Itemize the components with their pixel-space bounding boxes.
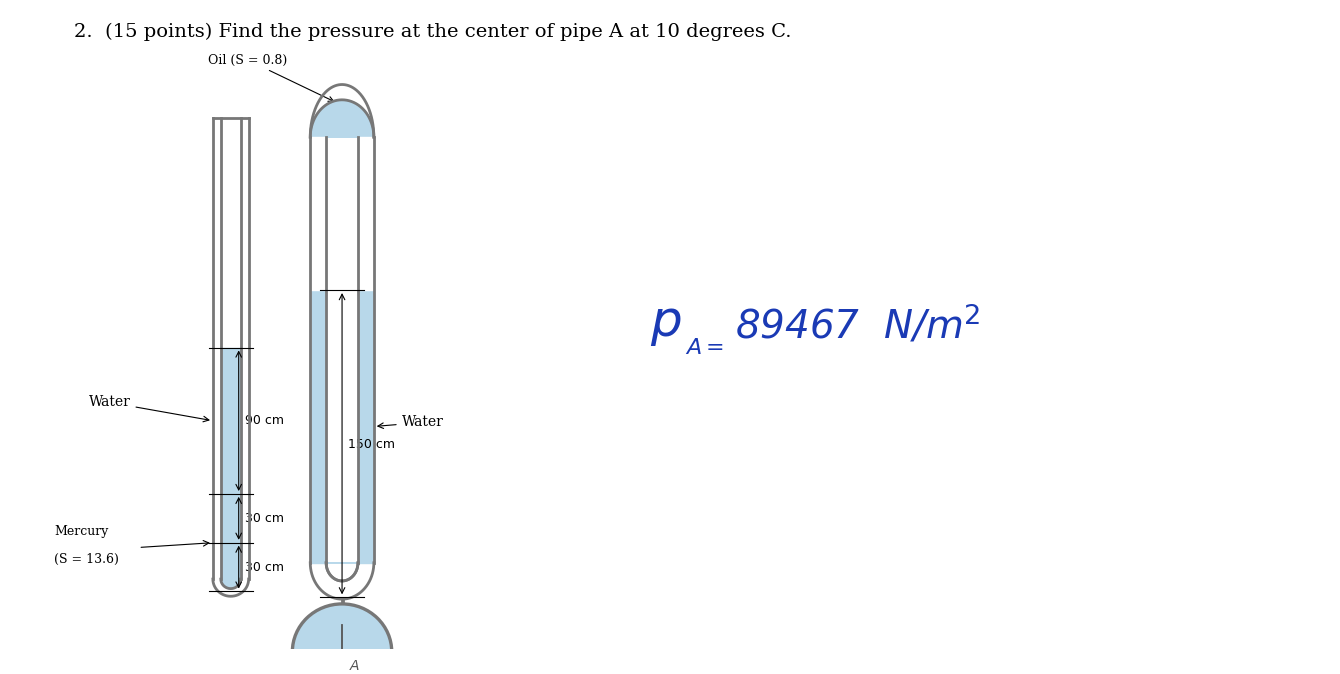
Text: Oil (S = 0.8): Oil (S = 0.8) bbox=[208, 53, 334, 101]
Text: $p$: $p$ bbox=[650, 300, 682, 348]
Text: Mercury: Mercury bbox=[54, 525, 109, 538]
Circle shape bbox=[292, 604, 391, 674]
Text: $A=$: $A=$ bbox=[685, 338, 724, 358]
Text: A: A bbox=[350, 659, 359, 673]
Text: (S = 13.6): (S = 13.6) bbox=[54, 553, 119, 566]
Text: 90 cm: 90 cm bbox=[245, 415, 284, 427]
Polygon shape bbox=[221, 579, 241, 588]
Polygon shape bbox=[311, 100, 374, 137]
Text: Water: Water bbox=[88, 396, 209, 422]
Text: Water: Water bbox=[378, 415, 444, 429]
Text: 30 cm: 30 cm bbox=[245, 561, 284, 574]
Text: 89467  N/m$^2$: 89467 N/m$^2$ bbox=[734, 304, 980, 347]
Text: 2.  (15 points) Find the pressure at the center of pipe A at 10 degrees C.: 2. (15 points) Find the pressure at the … bbox=[74, 22, 791, 40]
Text: 150 cm: 150 cm bbox=[348, 438, 395, 451]
Polygon shape bbox=[326, 563, 358, 581]
Text: 30 cm: 30 cm bbox=[245, 512, 284, 525]
